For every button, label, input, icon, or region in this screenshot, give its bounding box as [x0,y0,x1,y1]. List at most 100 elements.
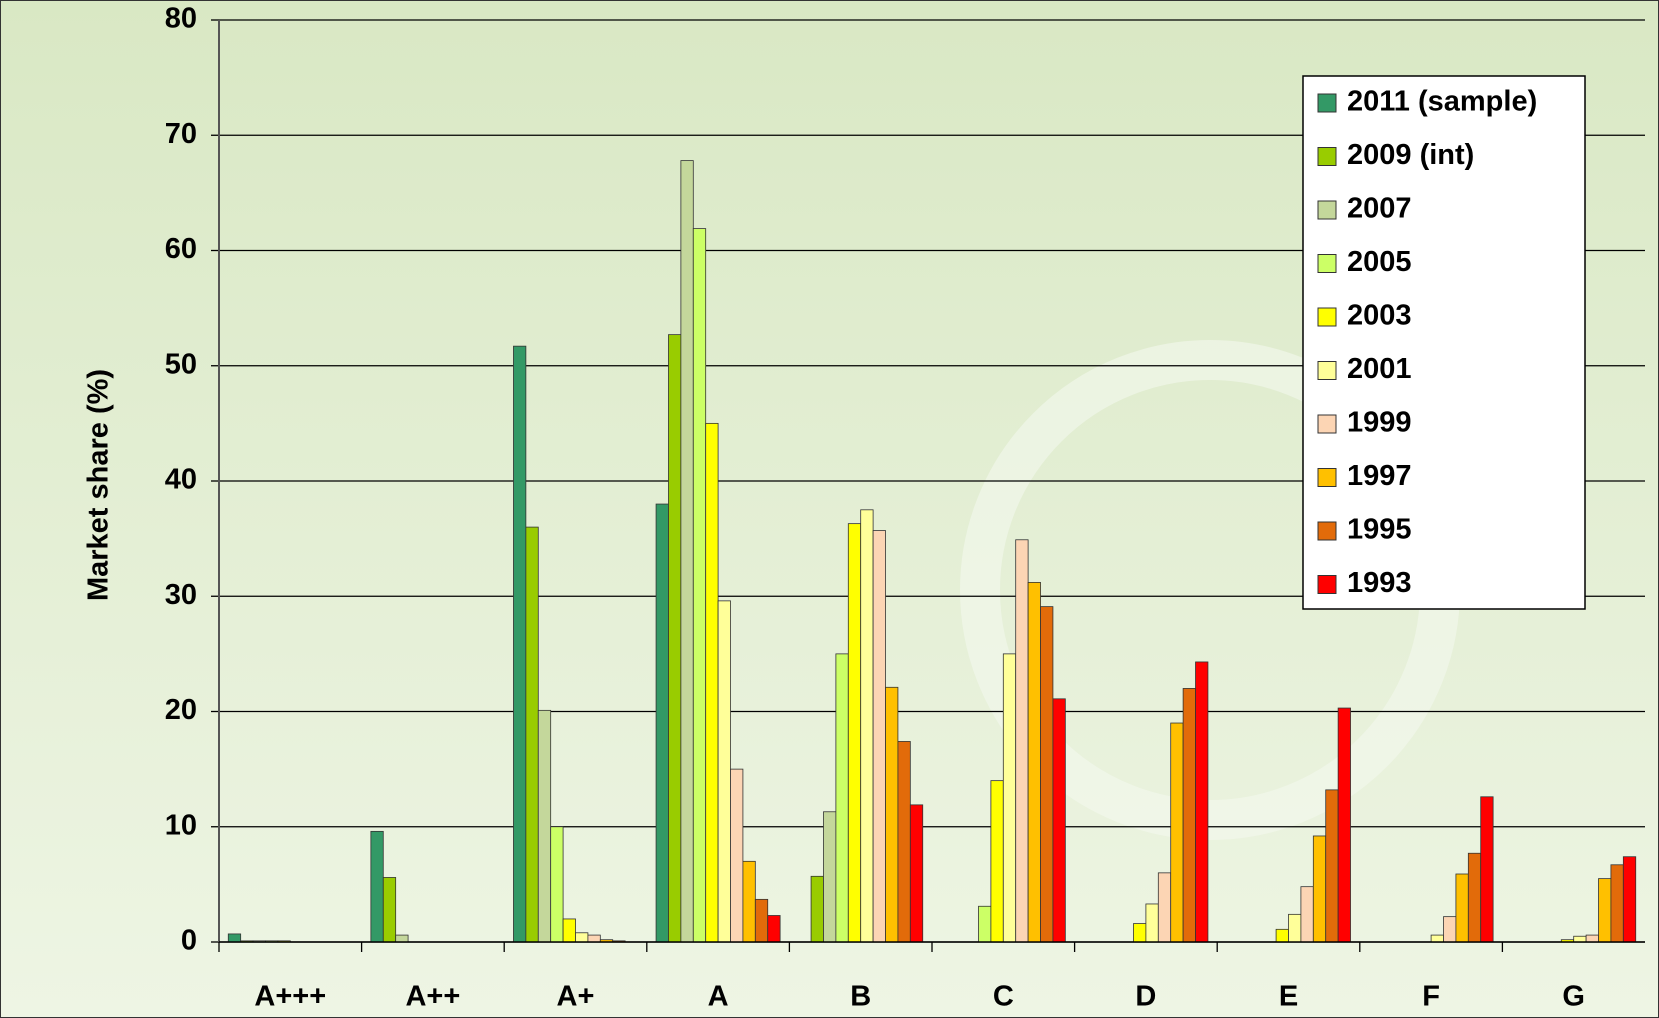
bar [525,526,539,943]
bar [1052,698,1066,943]
bar [835,653,849,943]
bar [1573,935,1587,943]
bar [1312,835,1327,943]
bar [1610,864,1624,943]
legend-swatch [1317,93,1337,113]
legend-label: 2001 [1347,353,1412,385]
y-tick-label: 40 [165,464,197,496]
legend-label: 1997 [1347,460,1412,492]
y-tick-label: 0 [181,925,197,957]
legend-swatch [1317,414,1337,434]
legend-swatch [1317,361,1337,380]
bar [587,934,601,943]
bar [717,600,731,943]
x-tick-label: A [708,981,729,1013]
bar [1300,886,1314,943]
bar [754,898,769,943]
legend-swatch [1317,575,1337,594]
x-tick-label: A++ [405,981,460,1013]
bar [1585,934,1599,943]
bar [1467,852,1482,943]
bar [767,915,781,943]
bar [1455,873,1469,943]
bar [1430,934,1444,943]
legend-label: 2011 (sample) [1347,86,1537,118]
bar [395,934,409,943]
x-tick-label: A+++ [254,981,326,1013]
bar [1027,582,1041,943]
bar [1275,928,1289,943]
bar [655,503,669,943]
bar [1040,606,1054,943]
x-tick-label: B [850,981,871,1013]
legend-label: 2005 [1347,246,1412,278]
legend-swatch [1317,521,1337,541]
bar [847,523,862,943]
bar [370,830,384,943]
bar [1337,707,1351,943]
legend-swatch [1317,307,1337,327]
y-tick-label: 50 [165,348,197,380]
bar [1598,878,1612,943]
bar [730,768,744,943]
legend-label: 2007 [1347,193,1412,225]
bar [1015,539,1029,943]
bar [1170,722,1184,943]
x-tick-label: D [1135,981,1156,1013]
bar [1002,653,1017,943]
bar [1195,661,1209,943]
x-tick-label: C [993,981,1014,1013]
bar [562,918,576,943]
bar [872,530,886,943]
bar [550,826,564,943]
legend-swatch [1317,254,1337,273]
bar [227,933,242,943]
y-tick-label: 10 [165,809,197,841]
legend-swatch [1317,468,1337,487]
bar [1480,796,1494,943]
bar [909,804,924,943]
bar [1145,903,1159,943]
legend-swatch [1317,147,1337,166]
legend-swatch [1317,200,1337,220]
bar [823,811,837,943]
legend-box [1302,75,1586,610]
bar [1288,913,1302,943]
bar [513,345,527,943]
x-tick-label: E [1279,981,1298,1013]
bar [668,334,682,943]
legend-label: 1999 [1347,407,1412,439]
bar [990,780,1004,943]
y-tick-label: 70 [165,118,197,150]
bar [382,877,397,943]
bar [1443,916,1457,943]
y-tick-label: 20 [165,694,197,726]
bar [680,160,694,943]
bar [1622,856,1637,943]
x-tick-label: F [1422,981,1440,1013]
bar [575,932,589,943]
bar [1182,688,1196,943]
bar [705,422,719,943]
bar [978,905,992,943]
bar [860,509,874,943]
bar [742,860,756,943]
bar [810,875,824,943]
x-tick-label: A+ [557,981,595,1013]
bar [1157,872,1172,943]
bar [897,741,911,943]
legend-label: 2009 (int) [1347,139,1474,171]
y-axis-label: Market share (%) [83,369,115,601]
legend-label: 1993 [1347,567,1412,599]
legend-label: 2003 [1347,300,1412,332]
legend-label: 1995 [1347,514,1412,546]
bar [537,709,552,943]
y-tick-label: 80 [165,3,197,35]
bar [1133,923,1147,943]
y-tick-label: 60 [165,233,197,265]
bar [1325,789,1339,943]
bar [692,228,707,943]
bar [885,686,899,943]
y-tick-label: 30 [165,579,197,611]
